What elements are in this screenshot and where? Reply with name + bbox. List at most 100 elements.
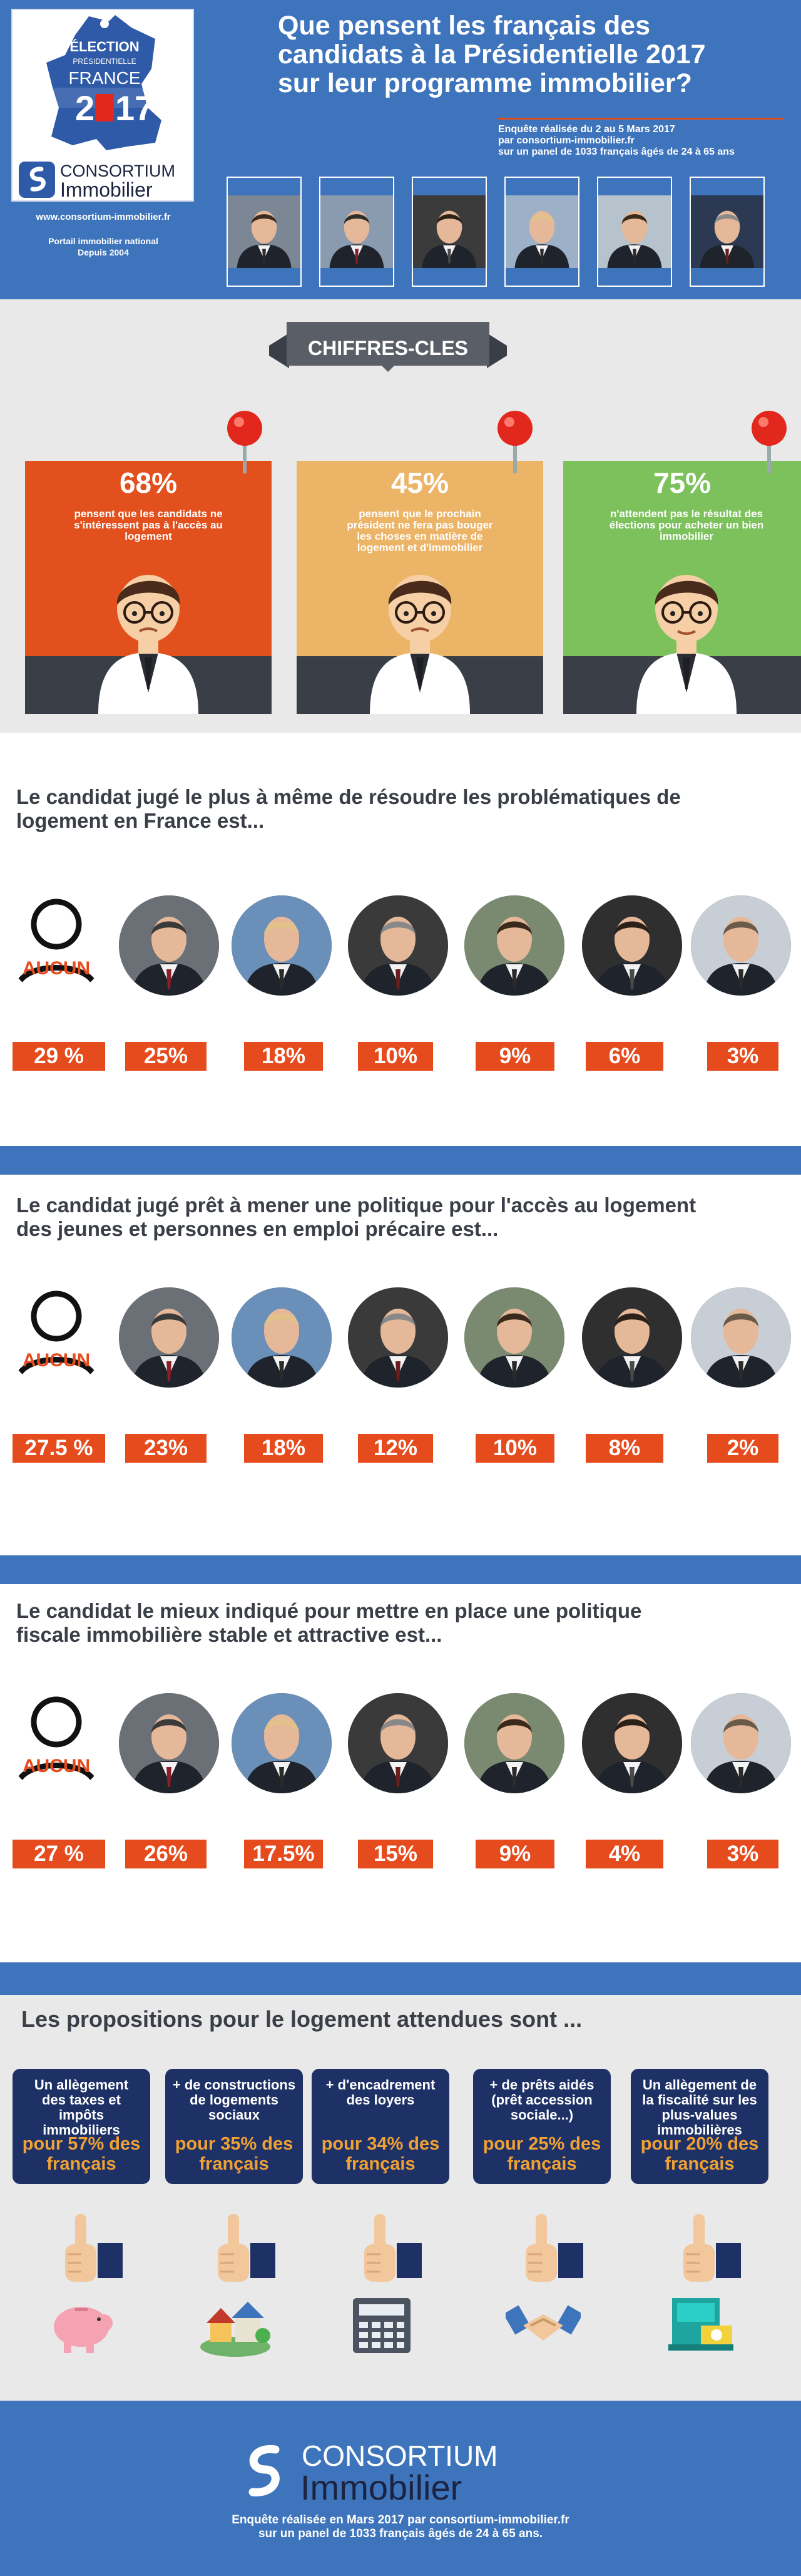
candidate-portrait-icon: [320, 195, 393, 268]
piggy-bank-icon: [54, 2307, 113, 2353]
proposition-card: + d'encadrement des loyers pour 34% des fra…: [312, 2069, 449, 2184]
info-line: sur un panel de 1033 français âgés de 24…: [498, 147, 735, 157]
proposition-line: + de constructions: [172, 2077, 296, 2093]
proposition-line: + de prêts aidés: [489, 2077, 594, 2093]
proposition-line: immobiliers: [43, 2122, 120, 2138]
proposition-label: Un allègement de la fiscalité sur les plus…: [637, 2078, 762, 2138]
percentage-badge: 25%: [125, 1042, 207, 1071]
key-figure-line: président ne fera pas bouger: [347, 519, 493, 531]
office-worker-icon: [370, 575, 470, 714]
candidate-portrait-icon: [232, 1693, 332, 1793]
percentage-badge: 29 %: [13, 1042, 105, 1071]
no-candidate-avatar: AUCUN: [6, 895, 106, 996]
pushpin-icon: [752, 411, 787, 473]
percent-line: pour 34% des: [321, 2134, 440, 2154]
no-candidate-avatar: AUCUN: [6, 1693, 106, 1793]
percentage-badge: 18%: [244, 1042, 323, 1071]
candidate-portrait-icon: [348, 1693, 448, 1793]
title-divider: [498, 118, 783, 120]
key-figure-line: logement: [125, 530, 172, 542]
proposition-label: + d'encadrement des loyers: [318, 2078, 443, 2108]
percentage-badge: 3%: [707, 1840, 778, 1868]
percent-line: pour 20% des: [640, 2134, 759, 2154]
percentage-badge: 27.5 %: [13, 1434, 105, 1463]
percentage-badge: 8%: [586, 1434, 663, 1463]
proposition-line: Un allègement de: [642, 2077, 757, 2093]
houses-icon: [200, 2302, 270, 2357]
percentage-badge: 9%: [476, 1840, 554, 1868]
candidate-avatar: [582, 895, 682, 996]
candidate-avatar: [348, 1287, 448, 1388]
key-figure-line: pensent que les candidats ne: [74, 508, 223, 520]
candidate-portrait-icon: [582, 1287, 682, 1388]
footer: CONSORTIUM Immobilier Enquête réalisée e…: [0, 2401, 801, 2576]
percent-line: pour 57% des: [22, 2134, 141, 2154]
proposition-percent: pour 25% des français: [477, 2134, 607, 2174]
aucun-label: AUCUN: [23, 1350, 90, 1371]
title-line: sur leur programme immobilier?: [278, 68, 692, 98]
candidate-photo: [412, 177, 487, 287]
candidate-portrait-icon: [348, 895, 448, 996]
candidate-portrait-icon: [691, 1287, 791, 1388]
title-line: Le candidat jugé prêt à mener une politi…: [16, 1193, 696, 1217]
title-line: fiscale immobilière stable et attractive…: [16, 1623, 442, 1646]
proposition-line: (prêt accession: [491, 2092, 593, 2108]
key-figures-banner: [269, 322, 507, 372]
svg-text:2: 2: [75, 88, 94, 128]
pushpin-icon: [497, 411, 533, 473]
consortium-logo: CONSORTIUM Immobilier: [19, 162, 175, 200]
propositions-title: Les propositions pour le logement attend…: [21, 2006, 583, 2032]
key-figure-percent: 68%: [119, 466, 178, 499]
candidate-portrait-icon: [598, 195, 671, 268]
website-link[interactable]: www.consortium-immobilier.fr: [36, 212, 171, 222]
key-figure-line: logement et d'immobilier: [357, 542, 483, 554]
calculator-icon: [353, 2298, 411, 2353]
percentage-badge: 27 %: [13, 1840, 105, 1868]
svg-text:PRÉSIDENTIELLE: PRÉSIDENTIELLE: [73, 56, 136, 66]
office-worker-icon: [98, 575, 198, 714]
percentage-badge: 2%: [707, 1434, 778, 1463]
svg-text:FRANCE: FRANCE: [68, 68, 140, 88]
hand-holding-sign-icon: [683, 2214, 741, 2282]
note-line: sur un panel de 1033 français âgés de 24…: [258, 2527, 543, 2540]
candidate-portrait-icon: [464, 895, 564, 996]
svg-text:Immobilier: Immobilier: [60, 178, 153, 200]
survey-info: Enquête réalisée du 2 au 5 Mars 2017 par…: [498, 124, 792, 158]
percent-line: français: [46, 2154, 116, 2174]
proposition-label: + de prêts aidés (prêt accession sociale..…: [479, 2078, 605, 2123]
proposition-line: sociale...): [510, 2107, 574, 2123]
candidate-photo: [597, 177, 672, 287]
proposition-card: Un allègement de la fiscalité sur les plus…: [631, 2069, 768, 2184]
survey1-title: Le candidat jugé le plus à même de résou…: [16, 785, 792, 833]
candidate-photo: [227, 177, 302, 287]
percentage-badge: 26%: [125, 1840, 207, 1868]
aucun-label: AUCUN: [23, 1756, 90, 1776]
title-line: candidats à la Présidentielle 2017: [278, 39, 706, 70]
candidate-portrait-icon: [582, 895, 682, 996]
percentage-badge: 15%: [358, 1840, 433, 1868]
candidate-avatar: [119, 1287, 219, 1388]
key-figure-line: immobilier: [660, 530, 713, 542]
percentage-badge: 4%: [586, 1840, 663, 1868]
handshake-icon: [506, 2305, 581, 2341]
proposition-card: + de constructions de logements sociaux pou…: [165, 2069, 303, 2184]
proposition-card: Un allègement des taxes et impôts immobili…: [13, 2069, 150, 2184]
hand-holding-sign-icon: [65, 2214, 123, 2282]
percentage-badge: 10%: [476, 1434, 554, 1463]
info-line: Enquête réalisée du 2 au 5 Mars 2017: [498, 124, 675, 135]
title-line: Le candidat jugé le plus à même de résou…: [16, 785, 681, 808]
title-line: logement en France est...: [16, 809, 265, 832]
candidate-avatar: [691, 1693, 791, 1793]
key-figure-text: pensent que le prochain président ne fera…: [335, 508, 504, 554]
proposition-line: sociaux: [208, 2107, 260, 2123]
proposition-percent: pour 34% des français: [315, 2134, 446, 2174]
candidate-portrait-icon: [413, 195, 486, 268]
portal-line: Depuis 2004: [78, 247, 129, 257]
portal-tagline: Portail immobilier national Depuis 2004: [19, 235, 188, 258]
proposition-line: immobilières: [657, 2122, 742, 2138]
candidate-portrait-icon: [232, 1287, 332, 1388]
key-figure-card: 75% n'attendent pas le résultat des électi…: [563, 461, 801, 714]
candidate-portrait-icon: [119, 1287, 219, 1388]
title-line: des jeunes et personnes en emploi précai…: [16, 1217, 499, 1240]
